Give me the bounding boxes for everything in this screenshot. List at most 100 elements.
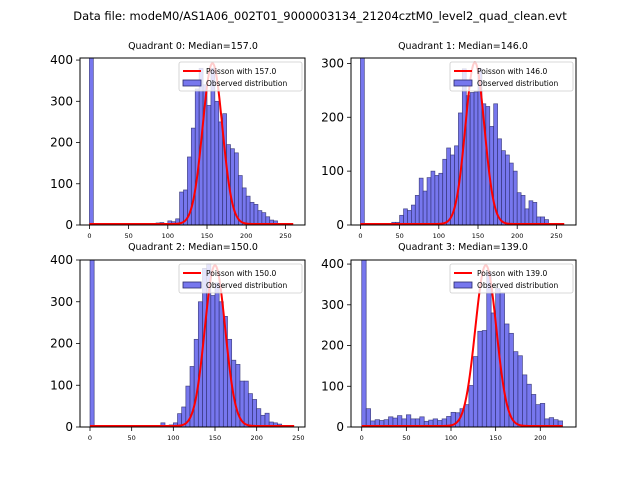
- x-tick-label: 200: [511, 232, 523, 240]
- y-tick-label: 0: [65, 218, 73, 232]
- x-tick-label: 250: [550, 232, 562, 240]
- histogram-bar: [501, 150, 506, 226]
- histogram-bar: [477, 330, 483, 428]
- histogram-bar: [517, 355, 523, 428]
- y-tick-label: 300: [321, 298, 344, 312]
- histogram-bar: [414, 195, 420, 226]
- x-axis: 0 50 100 150 200 250: [88, 427, 305, 442]
- legend-box: [178, 263, 303, 294]
- histogram-bar: [218, 121, 224, 226]
- histogram-bar: [524, 208, 530, 226]
- y-tick-label: 100: [50, 177, 73, 191]
- histogram-bar: [486, 271, 492, 428]
- histogram-bar: [442, 158, 447, 226]
- subplot-quadrant-0: Quadrant 0: Median=157.0 0 100 200 300 400 0…: [50, 41, 306, 240]
- histogram-bar: [179, 191, 184, 226]
- histogram-bar: [89, 57, 94, 226]
- subplot-title: Quadrant 3: Median=139.0: [398, 242, 528, 253]
- y-tick-label: 0: [65, 420, 73, 434]
- histogram-bar: [472, 356, 479, 428]
- histogram-bar: [497, 138, 502, 226]
- y-tick-label: 300: [50, 94, 73, 108]
- legend: Poisson with 146.0 Observed distribution: [449, 61, 574, 92]
- histogram-bar: [509, 162, 514, 226]
- x-tick-label: 150: [201, 232, 213, 240]
- x-tick-label: 200: [534, 434, 546, 442]
- x-tick-label: 100: [162, 232, 174, 240]
- x-tick-label: 50: [124, 232, 132, 240]
- histogram-bar: [490, 312, 496, 428]
- x-axis: 0 50 100 150 200: [360, 427, 546, 442]
- axes-frame: [350, 57, 577, 226]
- subplot-quadrant-2: Quadrant 2: Median=150.0 0 100 200 300 400 0…: [50, 242, 306, 442]
- x-tick-label: 150: [209, 434, 221, 442]
- x-axis: 0 50 100 150 200 250: [87, 225, 292, 240]
- x-tick-label: 100: [445, 434, 457, 442]
- histogram-bar: [89, 259, 95, 428]
- histogram-bar: [513, 351, 519, 428]
- subplot-quadrant-3: Quadrant 3: Median=139.0 0 100 200 300 400 0…: [321, 242, 577, 442]
- histogram-bar: [520, 195, 526, 226]
- axes-frame: [79, 259, 306, 428]
- legend-observed-swatch: [453, 79, 473, 87]
- y-tick-label: 100: [50, 378, 73, 392]
- subplot-quadrant-1: Quadrant 1: Median=146.0 0 100 200 300 0 50 1…: [321, 41, 577, 240]
- histogram-bar: [238, 175, 243, 226]
- histogram-bar: [532, 202, 538, 226]
- histogram-bar: [256, 408, 262, 428]
- x-tick-label: 50: [395, 232, 403, 240]
- legend-observed-label: Observed distribution: [206, 281, 287, 290]
- legend: Poisson with 139.0 Observed distribution: [449, 263, 574, 294]
- histogram-bar: [361, 259, 367, 428]
- x-tick-label: 100: [167, 434, 179, 442]
- y-axis: 0 100 200 300 400: [321, 257, 351, 434]
- poisson-curve: [89, 62, 294, 225]
- histogram-bar: [411, 204, 416, 226]
- histogram-bar: [418, 177, 424, 226]
- histogram-bar: [407, 210, 412, 226]
- figure-suptitle: Data file: modeM0/AS1A06_002T01_90000031…: [73, 9, 567, 23]
- histogram-bar: [512, 170, 518, 226]
- histogram-bar: [481, 330, 488, 428]
- histogram-bar: [526, 383, 532, 428]
- histogram-bar: [245, 195, 251, 226]
- y-tick-label: 400: [50, 53, 73, 67]
- legend-observed-label: Observed distribution: [206, 79, 287, 88]
- histogram-bar: [528, 200, 534, 226]
- x-tick-label: 150: [472, 232, 484, 240]
- y-tick-label: 300: [321, 56, 344, 70]
- y-tick-label: 200: [50, 337, 73, 351]
- histogram-bar: [206, 105, 212, 226]
- legend-observed-label: Observed distribution: [477, 79, 558, 88]
- histogram-bar: [464, 404, 470, 428]
- histogram-bar: [468, 385, 474, 428]
- x-tick-label: 150: [489, 434, 501, 442]
- histogram-bar: [539, 403, 546, 428]
- y-axis: 0 100 200 300: [321, 56, 351, 232]
- x-tick-label: 250: [292, 434, 304, 442]
- y-tick-label: 100: [321, 164, 344, 178]
- x-tick-label: 0: [358, 232, 362, 240]
- histogram-bar: [505, 154, 510, 226]
- legend-poisson-label: Poisson with 139.0: [477, 269, 547, 278]
- histogram-bar: [249, 201, 255, 226]
- x-tick-label: 250: [279, 232, 291, 240]
- histogram-bar: [422, 190, 428, 226]
- histogram-bar: [230, 148, 235, 226]
- x-tick-label: 100: [433, 232, 445, 240]
- legend-poisson-label: Poisson with 157.0: [206, 67, 276, 76]
- y-tick-label: 400: [50, 253, 73, 267]
- x-tick-label: 200: [240, 232, 252, 240]
- legend-poisson-label: Poisson with 146.0: [477, 67, 547, 76]
- legend: Poisson with 157.0 Observed distribution: [178, 61, 303, 92]
- axes-frame: [350, 259, 577, 428]
- histogram-bar: [438, 172, 444, 226]
- y-axis: 0 100 200 300 400: [50, 53, 80, 232]
- y-tick-label: 200: [50, 136, 73, 150]
- axes-frame: [79, 57, 306, 226]
- histogram-bar: [516, 192, 522, 226]
- histogram-bar: [214, 282, 220, 428]
- histogram-bar: [535, 404, 541, 428]
- x-tick-label: 0: [87, 232, 91, 240]
